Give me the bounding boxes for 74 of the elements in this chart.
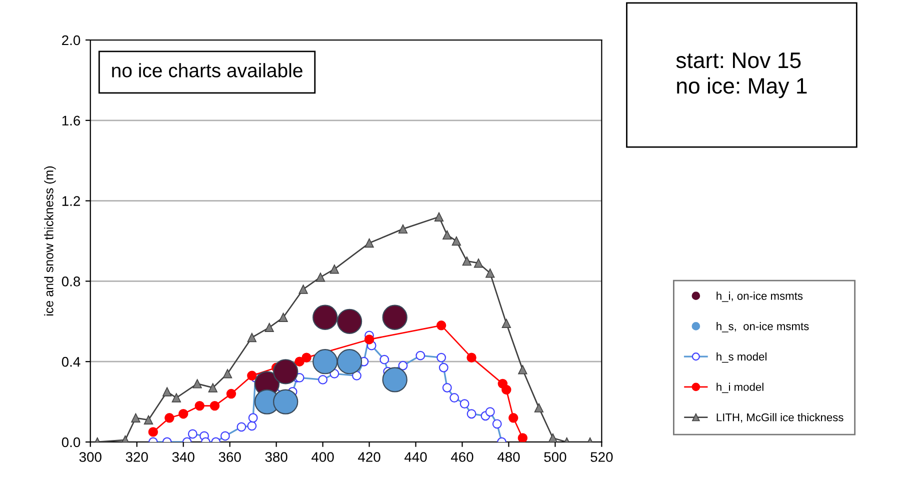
x-tick-label: 300 xyxy=(79,452,102,462)
point xyxy=(486,268,495,278)
point xyxy=(518,433,528,442)
point xyxy=(162,387,172,396)
point xyxy=(194,400,204,411)
point xyxy=(434,212,444,222)
point xyxy=(148,427,158,437)
point xyxy=(247,370,257,381)
x-tick-label: 480 xyxy=(497,452,520,462)
point xyxy=(466,352,476,362)
y-tick-label: 1.6 xyxy=(62,116,80,126)
point xyxy=(178,409,188,419)
point xyxy=(382,367,408,392)
point xyxy=(210,400,220,411)
point xyxy=(264,322,274,332)
annotation: no ice charts available xyxy=(112,63,302,78)
x-tick-label: 440 xyxy=(404,452,427,462)
point xyxy=(534,403,544,412)
point xyxy=(382,304,408,330)
point xyxy=(330,264,339,274)
legend-label: h_i model xyxy=(716,382,764,394)
legend-label: h_i, on-ice msmts xyxy=(716,292,803,302)
y-tick-label: 0.0 xyxy=(62,437,80,448)
legend-label: h_s model xyxy=(716,352,766,363)
point xyxy=(442,230,452,240)
y-tick-label: 1.2 xyxy=(62,196,80,206)
point xyxy=(312,304,338,330)
x-tick-label: 400 xyxy=(312,452,334,462)
point xyxy=(364,334,374,344)
point xyxy=(336,349,362,374)
point xyxy=(462,256,472,266)
point xyxy=(316,272,326,282)
point xyxy=(312,349,338,374)
point xyxy=(294,356,304,366)
point xyxy=(502,384,512,395)
point xyxy=(436,320,446,330)
point xyxy=(172,393,181,402)
point xyxy=(518,365,528,374)
point xyxy=(336,308,362,334)
text: start: Nov 15 no ice: May 1 xyxy=(676,52,807,98)
point xyxy=(226,388,236,399)
y-axis-title: ice and snow thickness (m) xyxy=(44,166,56,316)
x-tick-label: 460 xyxy=(450,452,474,462)
point xyxy=(208,383,218,392)
x-tick-label: 360 xyxy=(218,452,241,462)
point xyxy=(247,332,256,342)
point xyxy=(164,413,174,423)
point xyxy=(502,318,511,328)
point xyxy=(508,413,518,423)
point xyxy=(278,312,288,322)
x-tick-label: 520 xyxy=(590,452,613,462)
point xyxy=(474,258,484,268)
point xyxy=(398,224,408,234)
point xyxy=(131,413,140,422)
point xyxy=(144,415,154,424)
point xyxy=(192,379,202,388)
x-tick-label: 420 xyxy=(358,452,380,462)
point xyxy=(452,236,462,246)
point xyxy=(302,352,312,362)
y-tick-label: 0.8 xyxy=(62,276,80,286)
legend-label: LITH, McGill ice thickness xyxy=(716,413,844,423)
x-tick-label: 340 xyxy=(172,452,194,462)
point xyxy=(273,359,298,384)
point xyxy=(364,238,374,248)
point xyxy=(222,369,232,378)
x-tick-label: 500 xyxy=(544,452,566,462)
point xyxy=(273,389,298,414)
x-tick-label: 380 xyxy=(265,452,288,462)
y-tick-label: 2.0 xyxy=(62,35,80,46)
legend-label: h_s, on-ice msmts xyxy=(716,322,809,332)
x-tick-label: 320 xyxy=(126,452,148,462)
point xyxy=(298,284,308,294)
y-tick-label: 0.4 xyxy=(62,356,80,367)
point xyxy=(548,433,558,442)
